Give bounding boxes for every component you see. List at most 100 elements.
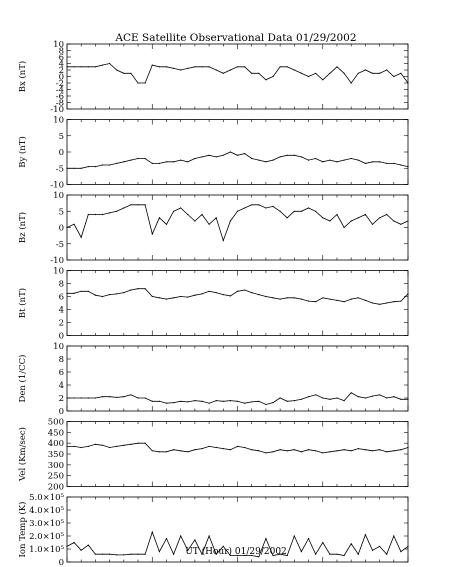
data-point (307, 449, 310, 451)
y-tick-label: -5 (56, 164, 64, 174)
data-point (386, 213, 388, 216)
data-point (201, 66, 203, 68)
data-point (137, 553, 139, 555)
data-point (130, 394, 132, 396)
data-point (109, 62, 111, 65)
data-point (222, 545, 224, 548)
data-point (101, 213, 104, 216)
data-point (386, 162, 388, 164)
data-point (94, 213, 96, 216)
y-tick-label: 6 (59, 368, 64, 378)
data-point (258, 72, 260, 74)
data-point (379, 161, 381, 163)
data-point (400, 551, 402, 553)
data-point (393, 450, 395, 452)
data-point (151, 295, 153, 298)
data-point (386, 553, 388, 555)
y-tick-label: 4.0×10⁵ (29, 506, 64, 516)
data-point (130, 72, 132, 74)
data-point (73, 397, 75, 399)
data-point (180, 535, 182, 537)
data-point (109, 212, 111, 214)
data-point (116, 396, 118, 398)
y-tick-label: 2 (59, 319, 64, 329)
data-point (151, 400, 153, 402)
data-point (244, 289, 246, 291)
data-point (80, 446, 82, 449)
data-point (158, 162, 160, 164)
data-point (286, 400, 288, 402)
data-point (322, 541, 324, 544)
data-point (208, 535, 210, 537)
data-point (286, 66, 288, 68)
data-point (357, 159, 359, 161)
data-point (222, 239, 224, 242)
data-point (329, 451, 331, 453)
y-tick-label: 300 (48, 461, 64, 471)
data-point (343, 400, 345, 402)
data-point (329, 220, 331, 222)
data-point (393, 535, 395, 537)
y-tick-label: 10 (53, 267, 64, 277)
y-tick-label: 10 (53, 342, 64, 352)
data-point (329, 72, 331, 74)
data-point (364, 213, 366, 216)
data-point (101, 164, 104, 166)
data-point (286, 154, 288, 156)
data-point (123, 554, 125, 556)
data-point (158, 297, 160, 299)
data-point (407, 398, 409, 400)
series-line-den (67, 392, 408, 405)
data-point (371, 161, 374, 163)
y-tick-label: -8 (56, 99, 64, 109)
data-point (94, 553, 96, 555)
data-point (371, 549, 374, 551)
y-tick-label: 2 (59, 66, 64, 76)
data-point (87, 213, 89, 216)
data-point (109, 294, 111, 296)
data-point (180, 450, 182, 452)
data-point (116, 445, 118, 447)
data-point (80, 66, 82, 68)
data-point (364, 69, 366, 71)
data-point (151, 531, 153, 533)
data-point (300, 72, 302, 74)
data-point (130, 204, 132, 206)
data-point (144, 204, 146, 206)
data-point (236, 210, 239, 212)
data-point (322, 161, 324, 163)
data-point (80, 236, 82, 238)
data-point (300, 210, 302, 212)
y-tick-label: 6 (59, 53, 64, 63)
data-point (272, 75, 274, 78)
data-point (137, 288, 139, 290)
data-point (66, 226, 68, 229)
data-point (165, 402, 168, 404)
data-point (130, 553, 132, 555)
data-point (229, 449, 231, 451)
data-point (272, 205, 274, 207)
data-point (130, 159, 132, 161)
y-tick-label: -4 (56, 86, 64, 96)
y-tick-label: 5 (59, 207, 64, 217)
y-tick-label: -6 (56, 92, 64, 102)
data-point (151, 233, 153, 235)
data-point (307, 538, 310, 540)
data-point (307, 207, 310, 209)
data-point (109, 553, 111, 555)
data-point (258, 400, 260, 402)
data-point (229, 151, 231, 153)
data-point (201, 213, 203, 216)
data-point (300, 398, 302, 400)
data-point (343, 159, 345, 161)
data-point (236, 290, 239, 292)
data-point (180, 400, 182, 402)
data-point (187, 296, 189, 298)
data-point (336, 161, 338, 163)
data-point (393, 396, 395, 398)
data-point (400, 223, 402, 225)
data-point (101, 295, 104, 298)
y-tick-label: 0 (59, 558, 64, 567)
data-point (393, 220, 395, 222)
